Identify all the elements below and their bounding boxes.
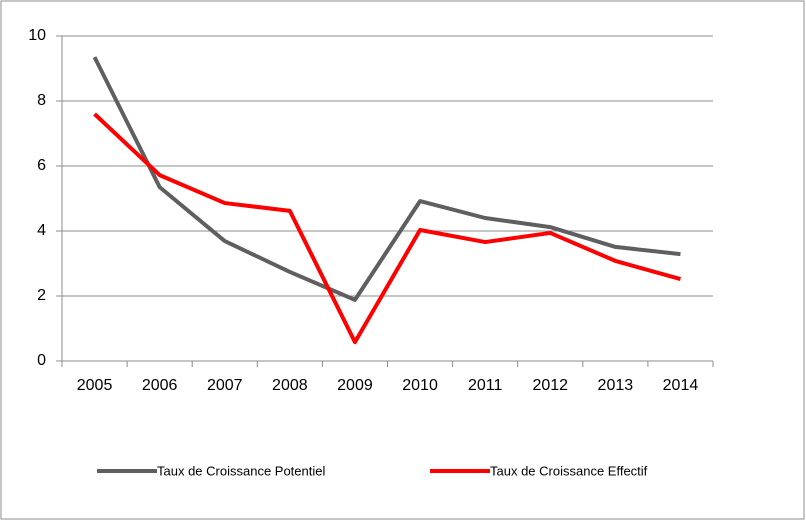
legend-label: Taux de Croissance Effectif bbox=[490, 463, 648, 478]
y-tick-label: 8 bbox=[37, 92, 46, 109]
x-tick-label: 2010 bbox=[402, 377, 438, 394]
x-tick-label: 2006 bbox=[142, 377, 178, 394]
x-tick-label: 2005 bbox=[77, 377, 113, 394]
x-tick-label: 2011 bbox=[468, 377, 503, 394]
x-tick-label: 2008 bbox=[272, 377, 308, 394]
y-tick-label: 6 bbox=[37, 157, 46, 174]
y-tick-label: 2 bbox=[37, 287, 46, 304]
x-tick-label: 2014 bbox=[663, 377, 699, 394]
series-line bbox=[92, 56, 681, 302]
x-tick-label: 2009 bbox=[337, 377, 373, 394]
x-tick-label: 2007 bbox=[207, 377, 243, 394]
x-tick-label: 2013 bbox=[598, 377, 634, 394]
y-tick-label: 4 bbox=[37, 222, 46, 239]
x-tick-label: 2012 bbox=[532, 377, 568, 394]
series-line bbox=[93, 112, 681, 345]
y-tick-label: 0 bbox=[37, 352, 46, 369]
legend-label: Taux de Croissance Potentiel bbox=[157, 463, 325, 478]
y-tick-label: 10 bbox=[28, 27, 46, 44]
